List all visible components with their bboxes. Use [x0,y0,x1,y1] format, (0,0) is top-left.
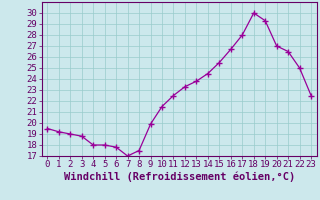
X-axis label: Windchill (Refroidissement éolien,°C): Windchill (Refroidissement éolien,°C) [64,172,295,182]
